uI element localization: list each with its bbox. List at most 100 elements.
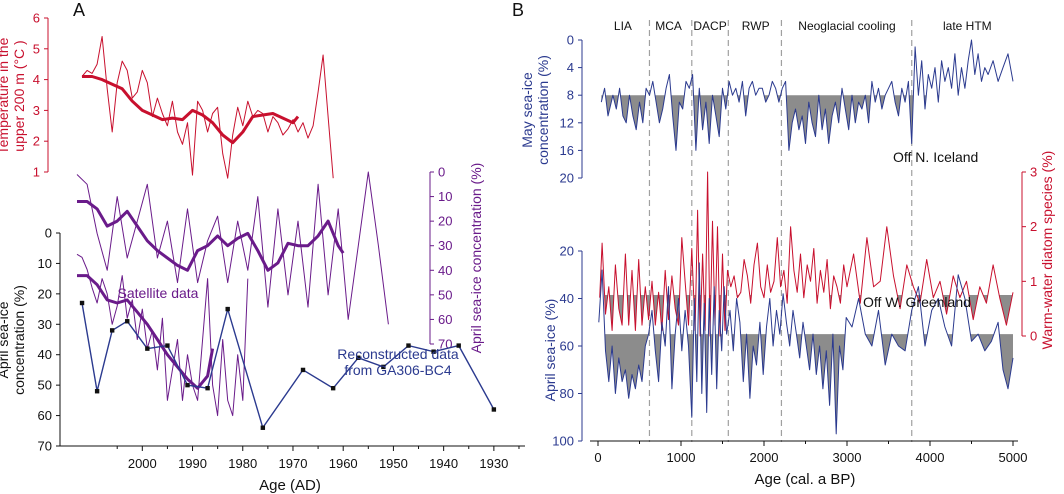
ice_low-thick-series-line bbox=[77, 274, 215, 390]
warm-tick-label: 0 bbox=[1030, 329, 1037, 344]
temp-tick-label: 5 bbox=[33, 41, 40, 56]
panel-b-x-tick-label: 5000 bbox=[999, 450, 1028, 465]
reconstructed-point bbox=[260, 425, 266, 430]
reconstructed-point bbox=[406, 343, 411, 348]
reconstructed-point bbox=[205, 385, 210, 391]
may-tick-label: 20 bbox=[560, 171, 574, 186]
reconstructed-point bbox=[456, 343, 461, 348]
ice-low-tick-label: 70 bbox=[38, 439, 52, 454]
temp-thin-series-line bbox=[81, 36, 334, 179]
temp-thick-series-line bbox=[82, 75, 300, 145]
warm-axis-title: Warm-water diatom species (%) bbox=[1039, 151, 1055, 350]
ice-low-tick-label: 30 bbox=[38, 317, 52, 332]
panel-b-label: B bbox=[512, 0, 524, 20]
may-tick-label: 0 bbox=[567, 33, 574, 48]
panel-a-x-tick-label: 1980 bbox=[228, 456, 257, 471]
ice-low-tick-label: 40 bbox=[38, 347, 52, 362]
reconstructed-data-label: from GA306-BC4 bbox=[344, 362, 452, 378]
panel-b-x-tick-label: 2000 bbox=[750, 450, 779, 465]
reconstructed-point bbox=[79, 300, 85, 306]
april-tick-label: 20 bbox=[560, 244, 574, 259]
april-axis-title-line: April sea-ice (%) bbox=[542, 299, 558, 402]
ice-sat-tick-label: 10 bbox=[438, 189, 452, 204]
period-label: late HTM bbox=[943, 19, 992, 33]
april-tick-label: 80 bbox=[560, 386, 574, 401]
reconstructed-point bbox=[300, 367, 306, 373]
panel-b-x-axis-title: Age (cal. a BP) bbox=[755, 471, 856, 488]
ice-low-tick-label: 20 bbox=[38, 286, 52, 301]
panel-b-x-tick-label: 3000 bbox=[833, 450, 862, 465]
panel-a-x-tick-label: 1940 bbox=[429, 456, 458, 471]
panel-a-x-tick-label: 1930 bbox=[479, 456, 508, 471]
temperature-axis-title-line: Temperature in the bbox=[0, 37, 11, 154]
reconstructed-point bbox=[431, 349, 436, 354]
ice-low-tick-label: 50 bbox=[38, 378, 52, 393]
panel-a-x-tick-label: 1950 bbox=[379, 456, 408, 471]
temperature-axis-title-line: upper 200 m (°C ) bbox=[11, 40, 27, 151]
reconstructed-point bbox=[356, 355, 361, 360]
panel-b: B LIA MCA DACP RWP Neoglacial cooling late HTM… bbox=[512, 0, 1055, 488]
panel-a-x-tick-label: 1990 bbox=[178, 456, 207, 471]
panel-b-x-tick-label: 4000 bbox=[916, 450, 945, 465]
may-tick-label: 8 bbox=[567, 88, 574, 103]
ice-sat-tick-label: 40 bbox=[438, 263, 452, 278]
ice-sat-axis-title-line: April sea-ice concentration (%) bbox=[468, 163, 484, 354]
panel-a-x-axis-title: Age (AD) bbox=[259, 477, 321, 494]
ice_sat-thick-series-line bbox=[77, 200, 345, 272]
greenland-label: Off W. Greenland bbox=[863, 294, 971, 310]
panel-a-x-tick-label: 1960 bbox=[329, 456, 358, 471]
ice-sat-tick-label: 0 bbox=[438, 165, 445, 180]
ice-sat-tick-label: 30 bbox=[438, 238, 452, 253]
reconstructed-point bbox=[491, 407, 497, 412]
temp-tick-label: 1 bbox=[33, 165, 40, 180]
may-axis-title-line: concentration (%) bbox=[535, 55, 551, 165]
ice-low-tick-label: 0 bbox=[45, 226, 52, 241]
reconstructed-point bbox=[381, 364, 386, 370]
period-label: MCA bbox=[655, 19, 682, 33]
ice-sat-tick-label: 60 bbox=[438, 312, 452, 327]
reconstructed-point bbox=[109, 328, 115, 333]
period-label: Neoglacial cooling bbox=[798, 19, 895, 33]
period-label: LIA bbox=[614, 19, 632, 33]
iceland-label: Off N. Iceland bbox=[893, 149, 978, 165]
ice-sat-tick-label: 20 bbox=[438, 214, 452, 229]
warm-tick-label: 3 bbox=[1030, 165, 1037, 180]
ice-low-tick-label: 60 bbox=[38, 408, 52, 423]
warm-tick-label: 1 bbox=[1030, 274, 1037, 289]
ice_low-thin-series-line bbox=[76, 253, 249, 417]
may-tick-label: 4 bbox=[567, 60, 574, 75]
april-shaded-area bbox=[604, 334, 1013, 434]
april-axis-title: April sea-ice (%) bbox=[542, 299, 558, 402]
april-tick-label: 60 bbox=[560, 339, 574, 354]
ice_sat-thin-series-line bbox=[76, 171, 389, 325]
satellite-data-label: Satellite data bbox=[118, 285, 199, 301]
reconstructed-point bbox=[185, 382, 190, 388]
reconstructed-series-line bbox=[81, 302, 495, 430]
ice-low-axis-title: April sea-iceconcentration (%) bbox=[0, 285, 27, 395]
ice-low-axis-title-line: April sea-ice bbox=[0, 301, 11, 378]
reconstructed-point bbox=[145, 346, 150, 351]
ice-sat-tick-label: 50 bbox=[438, 287, 452, 302]
reconstructed-point bbox=[125, 319, 130, 324]
reconstructed-point bbox=[225, 306, 230, 312]
reconstructed-point bbox=[330, 385, 336, 391]
warm-series-line bbox=[599, 171, 1014, 337]
panel-a: A 1 2 3 4 5 6 Temperature in theupper 200 m (°C… bbox=[0, 0, 525, 494]
warm-tick-label: 2 bbox=[1030, 219, 1037, 234]
may-tick-label: 16 bbox=[560, 143, 574, 158]
may-shaded-area bbox=[601, 95, 939, 151]
temperature-axis-title: Temperature in theupper 200 m (°C ) bbox=[0, 37, 27, 154]
panel-a-x-tick-label: 2000 bbox=[128, 456, 157, 471]
reconstructed-point bbox=[165, 343, 170, 348]
reconstructed-data-label: Reconstructed data bbox=[337, 346, 459, 362]
panel-a-label: A bbox=[73, 0, 85, 20]
april-tick-label: 100 bbox=[552, 434, 574, 449]
period-label: RWP bbox=[742, 19, 770, 33]
may-axis-title-line: May sea-ice bbox=[519, 72, 535, 148]
temp-tick-label: 4 bbox=[33, 72, 40, 87]
ice-sat-axis-title: April sea-ice concentration (%) bbox=[468, 163, 484, 354]
april-series-line bbox=[598, 262, 1014, 435]
may-axis-title: May sea-iceconcentration (%) bbox=[519, 55, 551, 165]
temp-tick-label: 3 bbox=[33, 103, 40, 118]
